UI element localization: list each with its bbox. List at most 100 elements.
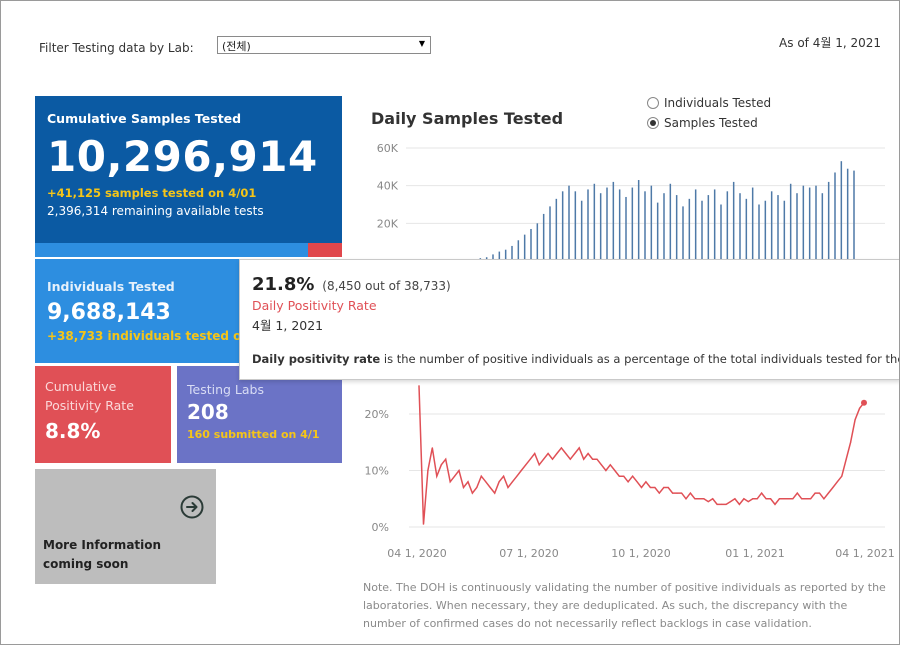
tooltip-date: 4월 1, 2021 [252, 318, 324, 333]
bar [815, 185, 817, 261]
more-information-card[interactable]: More Information coming soon [35, 469, 216, 584]
cumulative-samples-value: 10,296,914 [47, 132, 318, 181]
bar [663, 193, 665, 261]
bar [612, 181, 615, 261]
positivity-point [658, 492, 660, 494]
bar [561, 191, 564, 261]
individuals-tested-title: Individuals Tested [47, 279, 175, 294]
positivity-point [765, 498, 767, 500]
positivity-point [716, 503, 718, 505]
bar [555, 198, 558, 261]
positivity-point [792, 498, 794, 500]
lab-filter-select[interactable]: (전체) ▼ [217, 36, 431, 54]
positivity-point [796, 492, 798, 494]
bar [694, 189, 697, 261]
bar [751, 187, 754, 261]
bar [707, 195, 710, 261]
y-tick-label: 20K [377, 217, 399, 230]
tests-used-progress-bar [35, 243, 342, 257]
positivity-point [627, 481, 629, 483]
y-tick-label: 40K [377, 180, 399, 193]
cumulative-samples-title: Cumulative Samples Tested [47, 111, 242, 126]
positivity-point [614, 469, 616, 472]
positivity-point [494, 492, 496, 494]
bar [739, 193, 741, 261]
tooltip-desc-rest: is the number of positive individuals as… [380, 352, 900, 366]
positivity-point [587, 452, 589, 455]
x-tick-label: 01 1, 2021 [725, 547, 784, 560]
positivity-point [752, 498, 754, 500]
dropdown-arrow-icon: ▼ [418, 39, 425, 48]
positivity-point [832, 486, 834, 489]
positivity-point [583, 458, 585, 460]
cumulative-positivity-title: Cumulative Positivity Rate [45, 379, 134, 413]
bar [720, 204, 722, 261]
bar [783, 200, 786, 261]
positivity-point [565, 452, 567, 455]
positivity-point [734, 498, 736, 500]
positivity-point [756, 498, 758, 500]
positivity-point [707, 500, 709, 503]
positivity-point [640, 486, 643, 489]
positivity-point [543, 458, 545, 460]
bar [587, 189, 589, 261]
x-tick-label: 04 1, 2020 [387, 547, 446, 560]
positivity-point [698, 498, 700, 500]
radio-selected-icon[interactable] [647, 117, 659, 129]
positivity-point [778, 498, 781, 500]
y-tick-label: 60K [377, 142, 399, 155]
positivity-point [462, 486, 465, 489]
bar [656, 202, 659, 261]
positivity-point [436, 475, 438, 477]
x-tick-label: 07 1, 2020 [499, 547, 558, 560]
testing-labs-value: 208 [187, 400, 229, 424]
y-tick-label: 10% [365, 465, 389, 478]
positivity-point [845, 458, 847, 460]
bar [802, 185, 805, 261]
bar [669, 183, 672, 261]
positivity-point [551, 458, 554, 460]
positivity-point [805, 498, 807, 500]
bar [511, 245, 513, 261]
positivity-point [480, 475, 482, 477]
positivity-point [534, 452, 536, 455]
bar [770, 191, 773, 261]
tooltip-desc-bold: Daily positivity rate [252, 352, 381, 366]
positivity-point [520, 469, 522, 472]
individuals-tested-delta: +38,733 individuals tested on [47, 329, 250, 343]
positivity-point [529, 458, 531, 460]
bar [701, 200, 703, 261]
positivity-point [516, 475, 518, 477]
positivity-point [609, 464, 611, 466]
positivity-point [556, 452, 558, 455]
bar [504, 249, 507, 261]
positivity-point [747, 500, 749, 503]
positivity-point [761, 492, 763, 494]
cumulative-samples-card: Cumulative Samples Tested 10,296,914 +41… [35, 96, 342, 243]
positivity-point [667, 486, 669, 489]
positivity-point [511, 481, 514, 483]
y-tick-label: 0% [372, 521, 389, 534]
positivity-point [547, 452, 549, 455]
daily-samples-bar-chart: 20K 40K 60K [377, 142, 885, 261]
positivity-point [827, 492, 829, 494]
positivity-point [818, 492, 821, 494]
radio-samples-tested[interactable]: Samples Tested [647, 113, 771, 133]
testing-labs-card: Testing Labs 208 160 submitted on 4/1 [177, 366, 342, 463]
radio-individuals-tested[interactable]: Individuals Tested [647, 93, 771, 113]
bar [637, 180, 640, 261]
bar [568, 185, 570, 261]
positivity-point [725, 503, 727, 505]
bar [726, 191, 729, 261]
testing-labs-title: Testing Labs [187, 382, 264, 397]
positivity-point [605, 469, 607, 472]
positivity-point [712, 498, 714, 500]
radio-unselected-icon[interactable] [647, 97, 659, 109]
radio-individuals-label: Individuals Tested [664, 96, 772, 110]
tests-used-progress-fill [35, 243, 309, 257]
bar [777, 195, 779, 261]
more-info-line1: More Information [43, 538, 162, 552]
arrow-circle-right-icon[interactable] [180, 495, 204, 519]
bar [675, 195, 678, 261]
